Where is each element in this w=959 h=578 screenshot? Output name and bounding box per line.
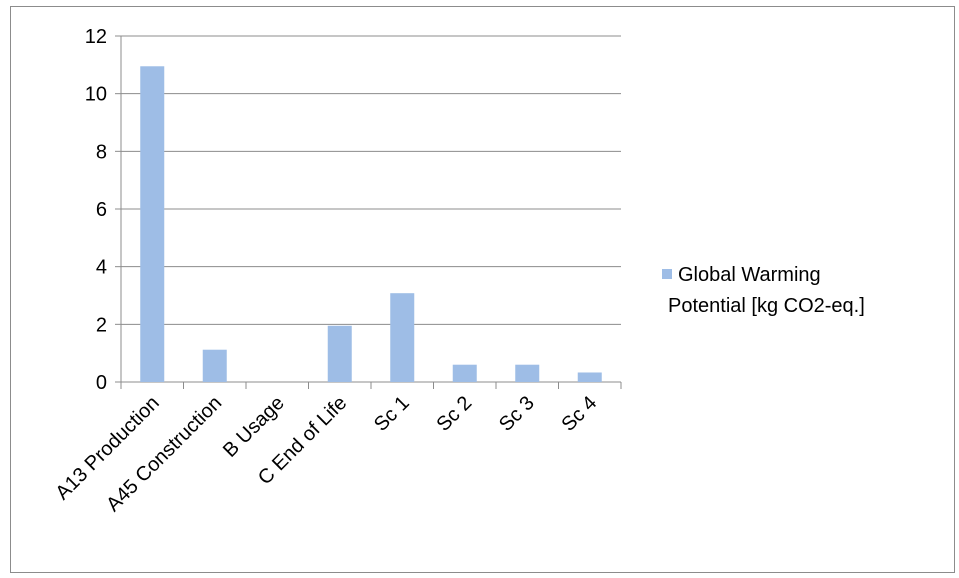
x-tick-label-5: Sc 1 — [370, 392, 414, 436]
y-tick-label-4: 4 — [96, 257, 107, 279]
y-tick-label-10: 10 — [85, 84, 107, 106]
legend-label-line-2: Potential [kg CO2-eq.] — [668, 295, 865, 317]
bars — [140, 66, 602, 383]
bar-8 — [577, 372, 602, 382]
x-tick-label-7: Sc 3 — [495, 392, 539, 436]
gridlines — [121, 35, 621, 325]
x-tick-label-2: A45 Construction — [102, 392, 226, 516]
x-tick-label-8: Sc 4 — [557, 392, 601, 436]
legend-label-line-1: Global Warming — [678, 264, 821, 286]
legend-swatch — [662, 269, 672, 279]
x-tick-label-1: A13 Production — [52, 392, 164, 504]
y-tick-label-12: 12 — [85, 26, 107, 48]
bar-7 — [515, 364, 540, 382]
bar-6 — [452, 364, 477, 382]
bar-5 — [390, 293, 415, 382]
y-tick-label-2: 2 — [96, 314, 107, 336]
y-tick-label-8: 8 — [96, 141, 107, 163]
bar-1 — [140, 66, 165, 383]
y-axis: 0 2 4 6 8 10 12 — [85, 26, 122, 394]
x-tick-label-6: Sc 2 — [432, 392, 476, 436]
bar-2 — [202, 349, 227, 382]
legend: Global Warming Potential [kg CO2-eq.] — [662, 264, 865, 317]
bar-4 — [327, 325, 352, 382]
y-tick-label-0: 0 — [96, 372, 107, 394]
chart-frame — [10, 6, 955, 573]
y-tick-label-6: 6 — [96, 199, 107, 221]
